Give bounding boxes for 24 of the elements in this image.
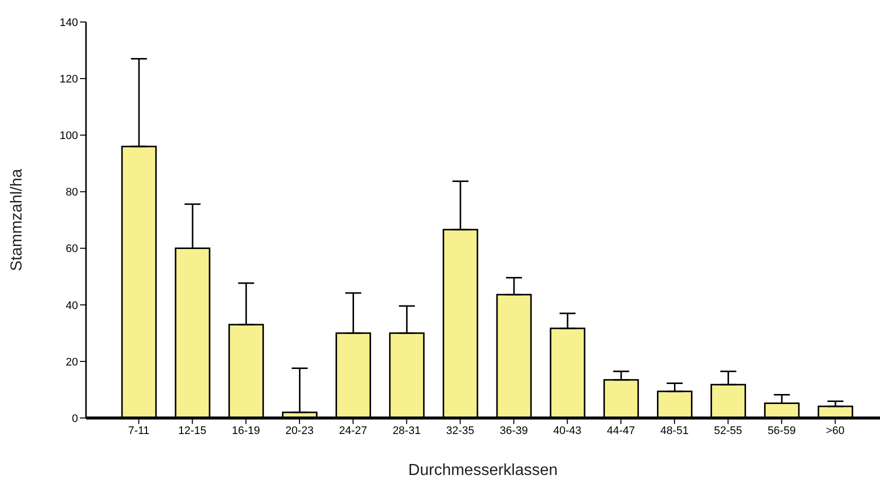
y-tick-label: 40	[66, 300, 78, 312]
x-tick-label: 40-43	[553, 424, 582, 437]
x-tick-label: 16-19	[232, 424, 260, 437]
y-tick-label: 60	[66, 243, 78, 256]
x-tick-label: 7-11	[128, 424, 150, 437]
y-tick-label: 80	[66, 186, 78, 199]
y-tick-label: 120	[60, 73, 78, 86]
x-axis-title: Durchmesserklassen	[408, 462, 558, 479]
x-tick-label: 28-31	[392, 424, 421, 437]
y-tick-label: 20	[66, 356, 78, 368]
y-tick-label: 100	[60, 130, 78, 142]
x-tick-label: 20-23	[285, 424, 314, 437]
x-tick-label: 56-59	[768, 424, 796, 437]
x-tick-label: 36-39	[500, 424, 528, 437]
y-tick-label: 0	[72, 412, 78, 425]
x-tick-label: 24-27	[339, 424, 368, 437]
x-tick-label: >60	[826, 424, 845, 437]
y-axis-title: Stammzahl/ha	[8, 168, 26, 272]
x-tick-label: 44-47	[606, 424, 635, 437]
y-tick-label: 140	[60, 16, 78, 29]
x-tick-label: 52-55	[714, 424, 742, 437]
x-tick-label: 32-35	[446, 424, 474, 437]
x-tick-label: 12-15	[178, 424, 206, 437]
x-tick-label: 48-51	[660, 424, 689, 437]
